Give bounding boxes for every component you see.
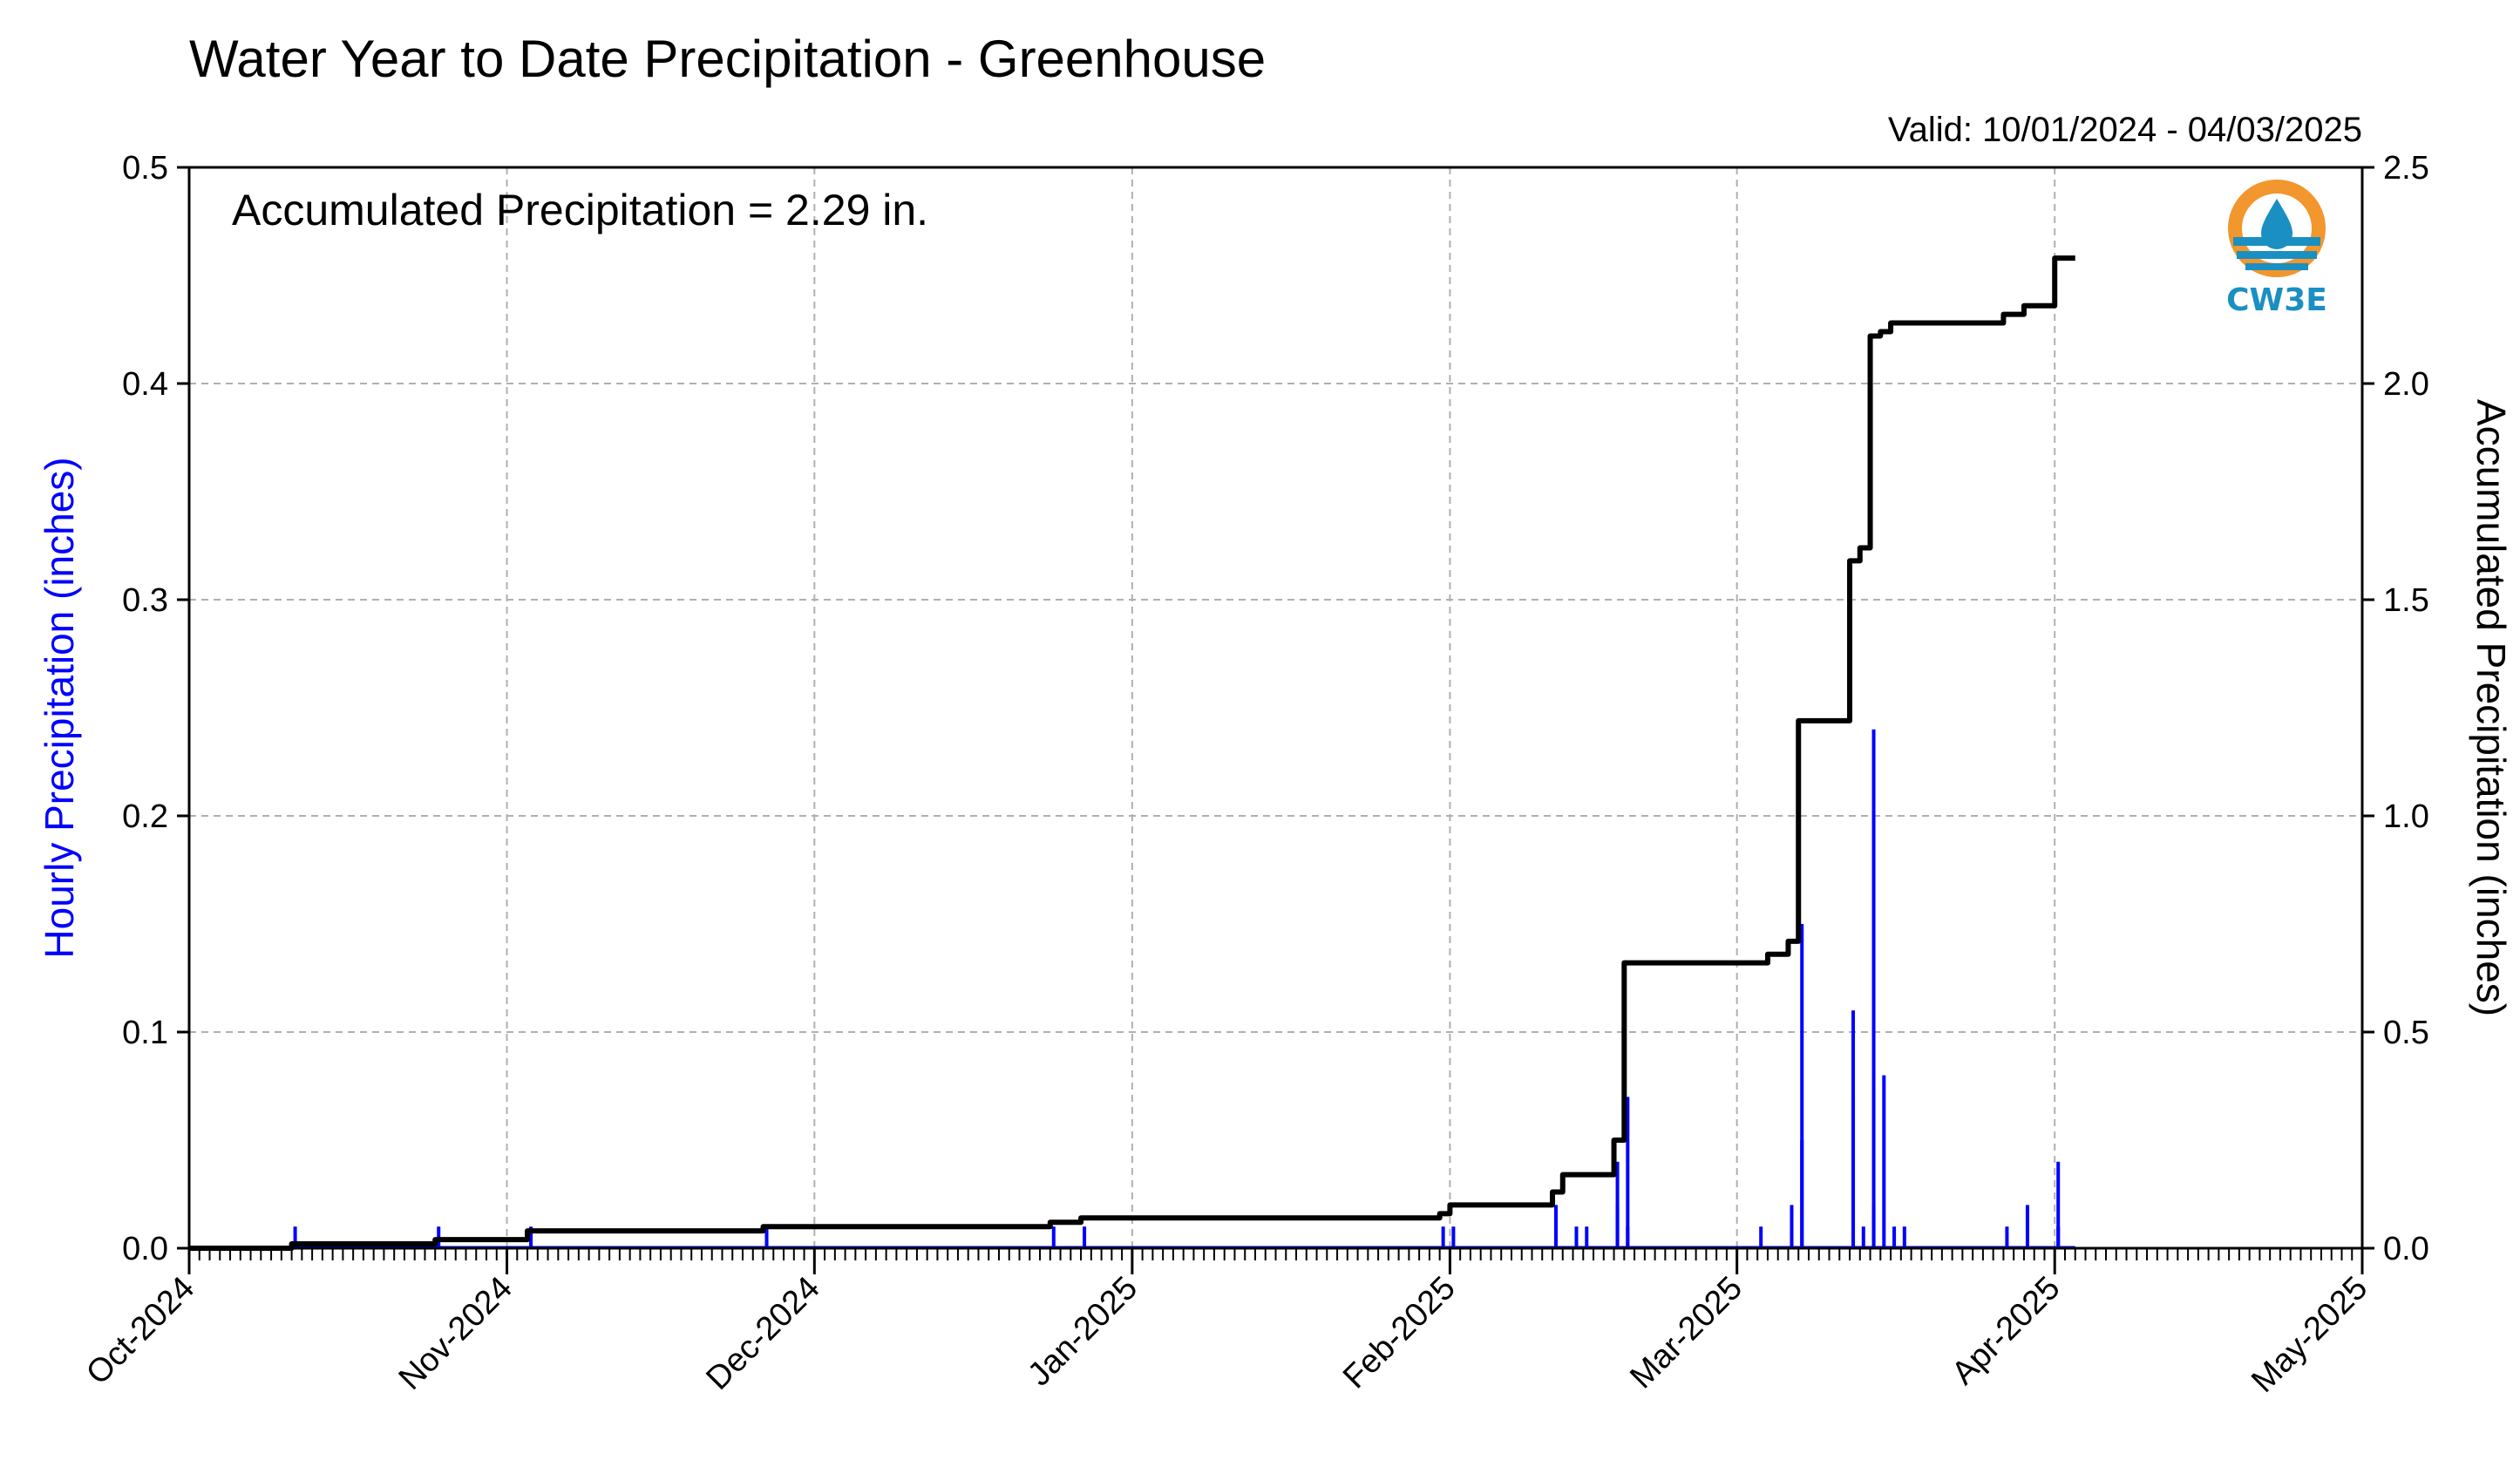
y-left-tick-label: 0.4: [122, 366, 168, 403]
hourly-bar: [293, 1226, 297, 1248]
x-tick-label: Feb-2025: [1336, 1270, 1463, 1396]
hourly-bar: [764, 1226, 769, 1248]
water-drop-icon: [2261, 199, 2292, 249]
right-axis-label: Accumulated Precipitation (inches): [2469, 399, 2514, 1016]
x-tick-label: Dec-2024: [699, 1270, 826, 1397]
hourly-bar: [1441, 1226, 1445, 1248]
hourly-bar: [1871, 1205, 1876, 1248]
y-right-tick-label: 0.5: [2383, 1015, 2429, 1051]
hourly-bar: [1851, 1097, 1856, 1248]
left-axis-label: Hourly Precipitation (inches): [37, 457, 82, 958]
hourly-bar: [1083, 1226, 1087, 1248]
hourly-bar: [1790, 1205, 1794, 1248]
y-left-tick-label: 0.0: [122, 1231, 168, 1267]
cw3e-logo: CW3E: [2226, 180, 2327, 318]
valid-date-range: Valid: 10/01/2024 - 04/03/2025: [1888, 111, 2362, 149]
hourly-bar: [1626, 1097, 1630, 1248]
y-left-tick-label: 0.1: [122, 1015, 168, 1051]
logo-text: CW3E: [2226, 282, 2327, 318]
hourly-bar: [1902, 1226, 1906, 1248]
hourly-bar: [1800, 924, 1804, 1248]
y-left-tick-label: 0.2: [122, 798, 168, 835]
hourly-bar: [1574, 1226, 1579, 1248]
hourly-bar: [1800, 1140, 1804, 1248]
x-tick-label: Apr-2025: [1945, 1270, 2067, 1392]
grid-lines: [189, 167, 2362, 1248]
x-tick-label: Oct-2024: [79, 1270, 201, 1392]
hourly-bar: [1615, 1205, 1620, 1248]
hourly-bar: [1871, 729, 1876, 1248]
hourly-bar: [1626, 1226, 1630, 1248]
hourly-bar: [1554, 1205, 1559, 1248]
hourly-bar: [2005, 1226, 2009, 1248]
y-left-tick-label: 0.5: [122, 150, 168, 187]
axis-ticks: [177, 166, 2374, 1274]
y-right-tick-label: 0.0: [2383, 1231, 2429, 1267]
x-tick-label: May-2025: [2245, 1270, 2374, 1400]
hourly-bar: [1892, 1226, 1897, 1248]
tick-labels: Oct-2024 Nov-2024 Dec-2024 Jan-2025 Feb-2025…: [79, 150, 2429, 1400]
logo-wave-3: [2245, 263, 2308, 270]
chart-title: Water Year to Date Precipitation - Green…: [189, 30, 1266, 88]
y-right-tick-label: 1.5: [2383, 582, 2429, 619]
hourly-bar: [529, 1226, 533, 1248]
hourly-bar: [1051, 1226, 1056, 1248]
accumulated-precip-line: [189, 255, 2075, 1251]
logo-wave-2: [2237, 251, 2317, 259]
x-tick-label: Mar-2025: [1623, 1270, 1749, 1396]
hourly-bar: [2025, 1205, 2029, 1248]
hourly-bar: [1882, 1075, 1886, 1248]
hourly-bar: [1451, 1226, 1456, 1248]
y-right-tick-label: 2.0: [2383, 366, 2429, 403]
y-right-tick-label: 2.5: [2383, 150, 2429, 187]
accumulated-step-path: [189, 255, 2075, 1251]
hourly-bar: [1861, 1226, 1865, 1248]
hourly-bar: [1585, 1226, 1589, 1248]
y-right-tick-label: 1.0: [2383, 798, 2429, 835]
plot-frame: [187, 166, 2364, 1250]
x-tick-label: Jan-2025: [1021, 1270, 1145, 1394]
y-left-tick-label: 0.3: [122, 582, 168, 619]
logo-wave-1: [2233, 237, 2320, 246]
hourly-bar: [2056, 1226, 2061, 1248]
hourly-bar: [1759, 1226, 1763, 1248]
x-tick-label: Nov-2024: [392, 1270, 520, 1397]
accumulated-annotation: Accumulated Precipitation = 2.29 in.: [232, 186, 928, 234]
hourly-bar: [2056, 1161, 2061, 1248]
